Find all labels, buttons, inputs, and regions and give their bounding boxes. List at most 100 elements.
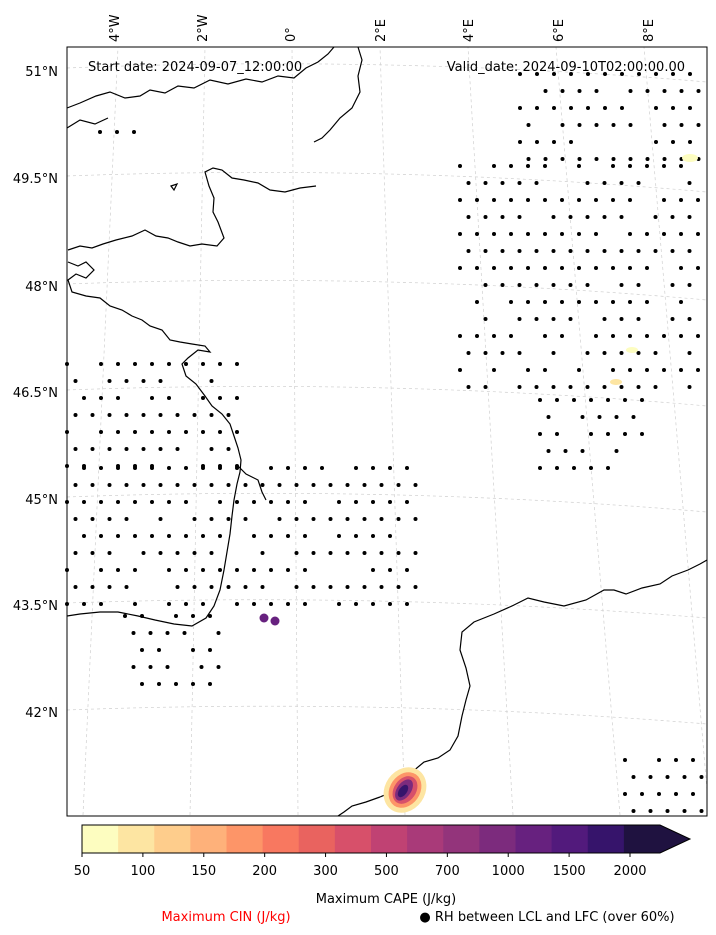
rh-dot bbox=[687, 385, 692, 389]
rh-dot bbox=[636, 283, 641, 287]
rh-dot bbox=[538, 398, 542, 402]
rh-dot bbox=[124, 517, 129, 521]
rh-dot bbox=[337, 602, 341, 606]
rh-dot bbox=[594, 89, 599, 93]
rh-dot bbox=[645, 368, 649, 372]
rh-dot bbox=[286, 534, 290, 538]
rh-dot bbox=[682, 775, 687, 779]
rh-dot bbox=[388, 466, 392, 470]
rh-dot bbox=[405, 602, 409, 606]
rh-dot bbox=[543, 157, 548, 161]
rh-dot bbox=[662, 334, 666, 338]
rh-dot bbox=[73, 483, 78, 487]
rh-dot bbox=[458, 368, 462, 372]
rh-dot bbox=[619, 283, 624, 287]
rh-dot bbox=[82, 534, 86, 538]
parallel-line bbox=[66, 599, 708, 619]
rh-dot bbox=[580, 449, 585, 453]
rh-dot bbox=[124, 447, 129, 451]
rh-dot bbox=[671, 72, 675, 76]
rh-dot bbox=[662, 89, 667, 93]
rh-dot bbox=[158, 483, 163, 487]
rh-dot bbox=[165, 631, 170, 635]
rh-dot bbox=[140, 648, 144, 652]
rh-dot bbox=[458, 266, 462, 270]
rh-dot bbox=[674, 792, 678, 796]
rh-dot bbox=[619, 215, 624, 219]
colorbar-tick-label: 150 bbox=[191, 864, 216, 879]
rh-dot bbox=[691, 758, 695, 762]
lon-label: 8°E bbox=[642, 19, 657, 42]
rh-dot bbox=[218, 396, 222, 400]
rh-dot bbox=[141, 447, 146, 451]
rh-dot bbox=[252, 568, 256, 572]
rh-dot bbox=[226, 517, 231, 521]
rh-legend-label: ● RH between LCL and LFC (over 60%) bbox=[419, 910, 674, 925]
rh-dot bbox=[116, 500, 120, 504]
colorbar-cell bbox=[515, 825, 553, 853]
rh-dot bbox=[294, 517, 299, 521]
rh-dot bbox=[679, 300, 683, 304]
rh-dot bbox=[475, 198, 479, 202]
rh-dot bbox=[586, 106, 590, 110]
rh-dot bbox=[226, 483, 231, 487]
rh-dot bbox=[636, 385, 641, 389]
rh-dot bbox=[645, 164, 649, 168]
rh-dot bbox=[218, 568, 222, 572]
rh-dot bbox=[611, 300, 615, 304]
rh-dot bbox=[670, 283, 675, 287]
rh-dot bbox=[492, 368, 496, 372]
rh-dot bbox=[585, 249, 590, 253]
rh-dot bbox=[483, 215, 488, 219]
rh-dot bbox=[396, 483, 401, 487]
rh-dot bbox=[191, 614, 195, 618]
rh-dot bbox=[133, 430, 137, 434]
rh-dot bbox=[184, 500, 188, 504]
rh-dot bbox=[546, 449, 551, 453]
parallel-line bbox=[66, 280, 708, 301]
rh-dot bbox=[116, 568, 120, 572]
rh-dot bbox=[133, 362, 137, 366]
rh-dot bbox=[371, 466, 375, 470]
rh-dot bbox=[328, 551, 333, 555]
rh-dot bbox=[73, 585, 78, 589]
lat-label: 43.5°N bbox=[13, 599, 58, 614]
rh-dot bbox=[175, 551, 180, 555]
colorbar-title: Maximum CAPE (J/kg) bbox=[316, 892, 456, 907]
latitude-labels: 51°N 49.5°N 48°N 46.5°N 45°N 43.5°N 42°N bbox=[13, 65, 58, 721]
rh-dot bbox=[286, 500, 290, 504]
rh-dot bbox=[572, 466, 576, 470]
rh-dot bbox=[277, 517, 282, 521]
rh-dot bbox=[175, 447, 180, 451]
rh-dot bbox=[551, 283, 556, 287]
rh-dot bbox=[337, 500, 341, 504]
coastline-mediterranean bbox=[379, 559, 708, 798]
rh-dot bbox=[687, 181, 692, 185]
rh-dot bbox=[150, 464, 154, 468]
rh-dot bbox=[107, 447, 112, 451]
rh-dot bbox=[517, 215, 522, 219]
rh-dot bbox=[594, 198, 598, 202]
rh-dot bbox=[175, 585, 180, 589]
rh-dot bbox=[184, 602, 188, 606]
rh-dot bbox=[543, 266, 547, 270]
rh-dot bbox=[688, 140, 692, 144]
rh-dot bbox=[623, 792, 627, 796]
rh-dot bbox=[311, 483, 316, 487]
rh-dot bbox=[560, 266, 564, 270]
rh-dot bbox=[252, 602, 256, 606]
rh-dot bbox=[589, 432, 593, 436]
rh-dot bbox=[534, 317, 539, 321]
rh-dot bbox=[594, 300, 598, 304]
rh-dot bbox=[492, 266, 496, 270]
rh-dot bbox=[167, 430, 171, 434]
rh-dot bbox=[157, 682, 161, 686]
rh-dot bbox=[645, 300, 649, 304]
rh-dot bbox=[209, 517, 214, 521]
rh-dot bbox=[243, 483, 248, 487]
rh-dot bbox=[466, 385, 471, 389]
lat-label: 48°N bbox=[25, 280, 58, 295]
rh-dot bbox=[116, 396, 120, 400]
colorbar-tick-label: 1000 bbox=[492, 864, 525, 879]
